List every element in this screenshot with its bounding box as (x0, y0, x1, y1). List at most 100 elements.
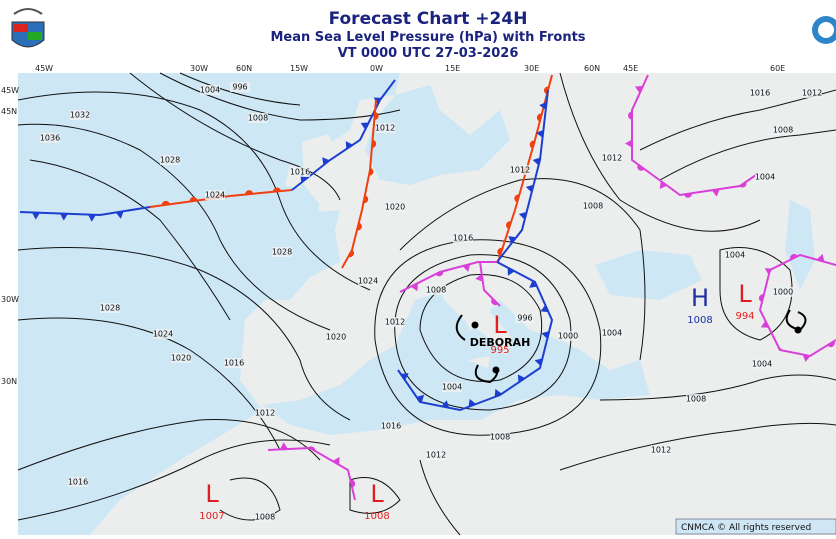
isobar-label-bg (426, 450, 446, 460)
isobar-label: 1016 (453, 234, 473, 243)
isobar-label: 1012 (255, 409, 275, 418)
isobar-label-bg (558, 331, 578, 341)
isobar-label-bg (153, 329, 173, 339)
isobar-label: 1008 (255, 513, 275, 522)
front-semicircle (628, 111, 632, 120)
isobar-label-bg (381, 421, 401, 431)
coord-label: 15W (290, 64, 308, 73)
isobar-label-bg (426, 285, 446, 295)
isobar-label: 1004 (442, 383, 462, 392)
front-semicircle (529, 140, 535, 149)
front-semicircle (514, 194, 520, 203)
title: Forecast Chart +24H (329, 9, 528, 29)
front-semicircle (790, 253, 798, 260)
isobar-label-bg (290, 167, 310, 177)
isobar-label: 1000 (773, 288, 793, 297)
right-logo (812, 16, 836, 44)
isobar-label-bg (490, 432, 510, 442)
isobar-label: 1020 (326, 333, 346, 342)
isobar-label-bg (583, 201, 603, 211)
center-letter: L (738, 280, 752, 308)
isobar-label: 1004 (755, 173, 775, 182)
center-value: 1008 (687, 315, 712, 326)
front-triangle (416, 394, 425, 403)
isobar-label: 1016 (68, 478, 88, 487)
front-triangle (625, 139, 632, 148)
isobar (394, 254, 572, 411)
center-value: 995 (490, 345, 509, 356)
front-triangle (802, 354, 811, 363)
isobar-label: 996 (517, 314, 532, 323)
left-logo (11, 8, 45, 48)
isobar-label-bg (602, 153, 622, 163)
isobar-label-bg (68, 477, 88, 487)
front-triangle (518, 211, 527, 220)
front-triangle (279, 442, 288, 450)
front-triangle (441, 400, 450, 408)
isobar-label: 996 (232, 83, 247, 92)
isobar (719, 247, 793, 341)
front-triangle (410, 283, 418, 292)
front-triangle (345, 141, 353, 150)
subtitle: Mean Sea Level Pressure (hPa) with Front… (270, 30, 585, 45)
isobar-label-bg (70, 110, 90, 120)
isobar-label-bg (752, 359, 772, 369)
isobar-label-bg (453, 233, 473, 243)
front-triangle (87, 214, 96, 222)
isobar (179, 72, 301, 106)
isobar (559, 422, 836, 471)
isobar-label: 1012 (385, 318, 405, 327)
coord-label: 15E (445, 64, 460, 73)
black-sea (595, 250, 702, 300)
front-triangle (536, 129, 544, 138)
isobar-label: 1012 (651, 446, 671, 455)
front-triangle (59, 213, 68, 221)
isobar-label-bg (750, 88, 770, 98)
front-semicircle (684, 193, 693, 198)
front-line (267, 446, 356, 501)
isobar-label-bg (773, 287, 793, 297)
front-semicircle (363, 195, 369, 204)
center-value: 1007 (199, 511, 224, 522)
isobar (419, 459, 461, 536)
center-letter: L (493, 311, 507, 339)
front-triangle (322, 157, 330, 166)
isobar-label-bg (326, 332, 346, 342)
coord-label: 30E (524, 64, 539, 73)
isobar-label-bg (205, 190, 225, 200)
isobar (29, 159, 231, 321)
isobar-label: 1008 (426, 286, 446, 295)
front-triangle (475, 273, 483, 282)
isobar-label: 1024 (153, 330, 173, 339)
center-letter: L (205, 480, 219, 508)
coord-label: 0W (370, 64, 383, 73)
front-semicircle (435, 271, 444, 277)
isobar-label-bg (171, 353, 191, 363)
front-semicircle (637, 164, 645, 171)
isobar-label: 1016 (381, 422, 401, 431)
front-line (291, 79, 396, 191)
isobars (17, 72, 836, 536)
front-semicircle (273, 187, 282, 192)
front-triangle (816, 253, 825, 262)
front-triangle (507, 267, 515, 276)
isobar-label-bg (375, 123, 395, 133)
front-semicircle (356, 222, 362, 231)
isobar-label-bg (230, 82, 250, 92)
isobar-label-bg (100, 303, 120, 313)
isobar-label: 1012 (426, 451, 446, 460)
front-semicircle (758, 294, 764, 303)
isobar (559, 72, 761, 232)
isobar-label: 1016 (750, 89, 770, 98)
front-triangle (508, 236, 517, 244)
isobar-label-bg (442, 382, 462, 392)
front-triangle (539, 101, 547, 110)
front-triangle (494, 388, 502, 397)
front-triangle (532, 157, 541, 166)
isobar-label: 1012 (510, 166, 530, 175)
isobar-label: 1004 (752, 360, 772, 369)
isobar-label: 1036 (40, 134, 60, 143)
isobar-label: 1028 (100, 304, 120, 313)
isobar-label-bg (385, 202, 405, 212)
